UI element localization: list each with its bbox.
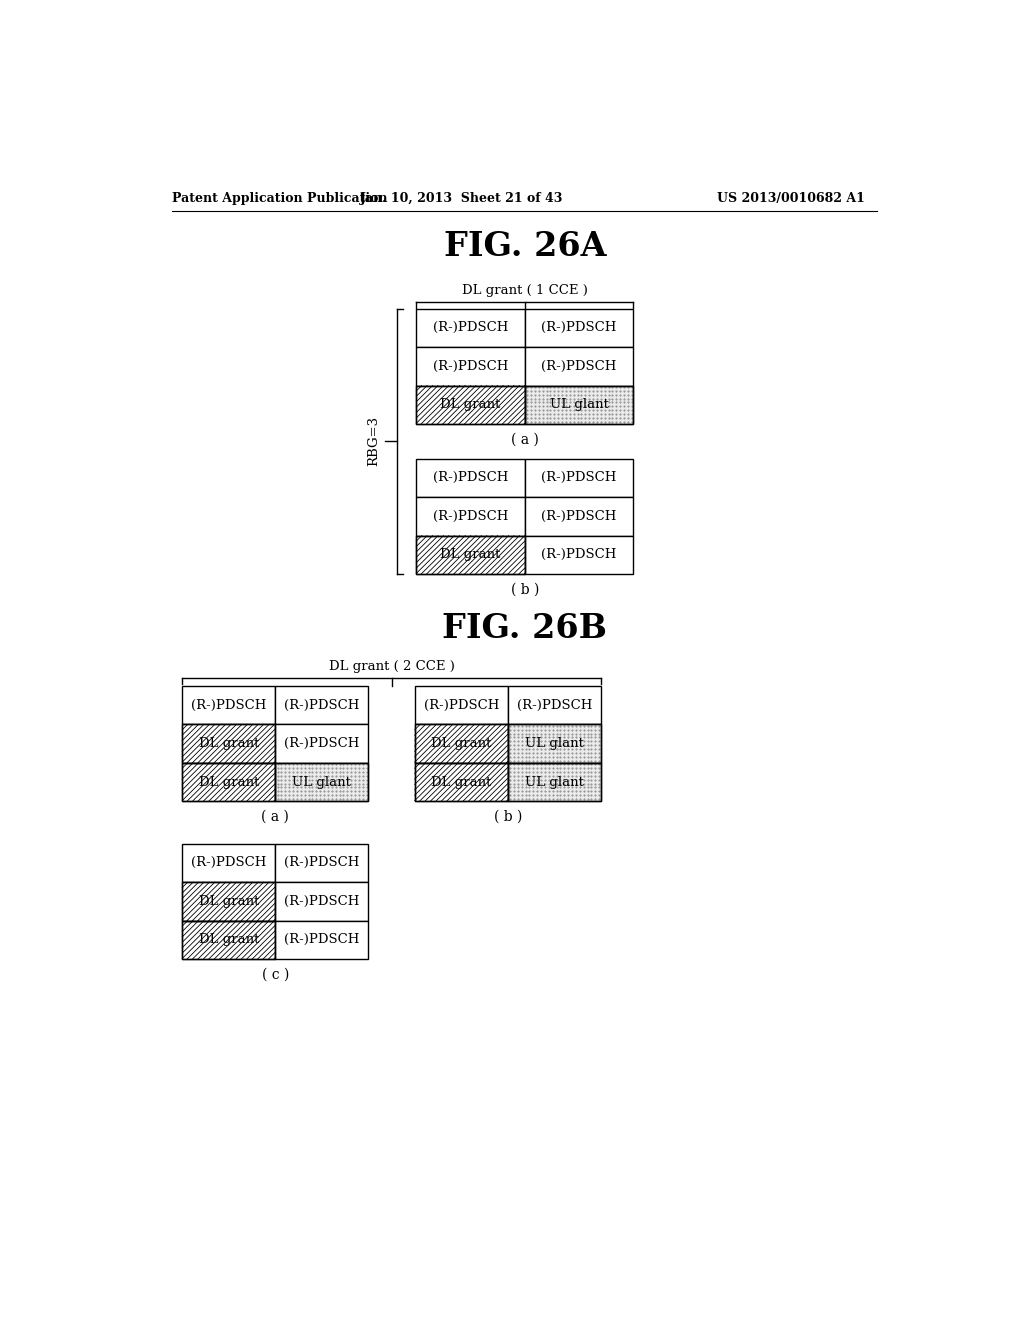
Bar [275,686,369,725]
Text: UL glant: UL glant [525,737,584,750]
Text: (R-)PDSCH: (R-)PDSCH [433,360,508,372]
Text: (R-)PDSCH: (R-)PDSCH [516,698,592,711]
Text: ( b ): ( b ) [511,582,539,597]
Text: DL grant ( 2 CCE ): DL grant ( 2 CCE ) [329,660,455,673]
Bar [182,882,275,921]
Bar [417,498,524,536]
Text: ( c ): ( c ) [261,968,289,982]
Text: (R-)PDSCH: (R-)PDSCH [542,321,616,334]
Bar [415,763,508,801]
Bar [417,536,524,574]
Bar [182,882,275,921]
Bar [415,686,508,725]
Bar [275,921,369,960]
Bar [524,459,633,498]
Text: (R-)PDSCH: (R-)PDSCH [433,471,508,484]
Text: (R-)PDSCH: (R-)PDSCH [284,737,359,750]
Bar [508,763,601,801]
Text: DL grant: DL grant [199,895,259,908]
Bar [508,725,601,763]
Bar [417,385,524,424]
Text: FIG. 26B: FIG. 26B [442,611,607,644]
Text: ( a ): ( a ) [261,809,289,824]
Text: DL grant: DL grant [431,776,492,788]
Text: DL grant ( 1 CCE ): DL grant ( 1 CCE ) [462,284,588,297]
Text: DL grant: DL grant [199,776,259,788]
Text: (R-)PDSCH: (R-)PDSCH [191,857,266,870]
Bar [524,385,633,424]
Text: UL glant: UL glant [292,776,351,788]
Text: (R-)PDSCH: (R-)PDSCH [284,857,359,870]
Text: DL grant: DL grant [199,737,259,750]
Bar [417,459,524,498]
Bar [417,385,524,424]
Bar [415,763,508,801]
Bar [415,725,508,763]
Text: DL grant: DL grant [199,933,259,946]
Text: DL grant: DL grant [440,399,501,412]
Bar [508,725,601,763]
Text: Jan. 10, 2013  Sheet 21 of 43: Jan. 10, 2013 Sheet 21 of 43 [359,191,563,205]
Bar [524,536,633,574]
Bar [182,763,275,801]
Text: (R-)PDSCH: (R-)PDSCH [284,698,359,711]
Text: (R-)PDSCH: (R-)PDSCH [424,698,499,711]
Bar [417,309,524,347]
Text: (R-)PDSCH: (R-)PDSCH [542,471,616,484]
Text: (R-)PDSCH: (R-)PDSCH [433,510,508,523]
Bar [508,763,601,801]
Bar [275,763,369,801]
Text: FIG. 26A: FIG. 26A [443,231,606,264]
Bar [417,536,524,574]
Text: (R-)PDSCH: (R-)PDSCH [284,895,359,908]
Bar [275,725,369,763]
Text: DL grant: DL grant [440,548,501,561]
Bar [417,347,524,385]
Text: (R-)PDSCH: (R-)PDSCH [542,548,616,561]
Bar [182,763,275,801]
Text: (R-)PDSCH: (R-)PDSCH [542,510,616,523]
Bar [524,309,633,347]
Text: ( a ): ( a ) [511,433,539,446]
Bar [275,882,369,921]
Text: (R-)PDSCH: (R-)PDSCH [284,933,359,946]
Text: (R-)PDSCH: (R-)PDSCH [191,698,266,711]
Bar [182,921,275,960]
Bar [275,843,369,882]
Bar [275,763,369,801]
Bar [182,921,275,960]
Text: UL glant: UL glant [525,776,584,788]
Text: (R-)PDSCH: (R-)PDSCH [433,321,508,334]
Bar [182,843,275,882]
Text: Patent Application Publication: Patent Application Publication [172,191,388,205]
Text: (R-)PDSCH: (R-)PDSCH [542,360,616,372]
Bar [182,725,275,763]
Text: US 2013/0010682 A1: US 2013/0010682 A1 [717,191,865,205]
Bar [415,725,508,763]
Text: RBG=3: RBG=3 [368,416,380,466]
Bar [524,385,633,424]
Bar [508,686,601,725]
Bar [182,686,275,725]
Bar [524,347,633,385]
Text: DL grant: DL grant [431,737,492,750]
Text: UL glant: UL glant [550,399,608,412]
Bar [182,725,275,763]
Text: ( b ): ( b ) [494,809,522,824]
Bar [524,498,633,536]
